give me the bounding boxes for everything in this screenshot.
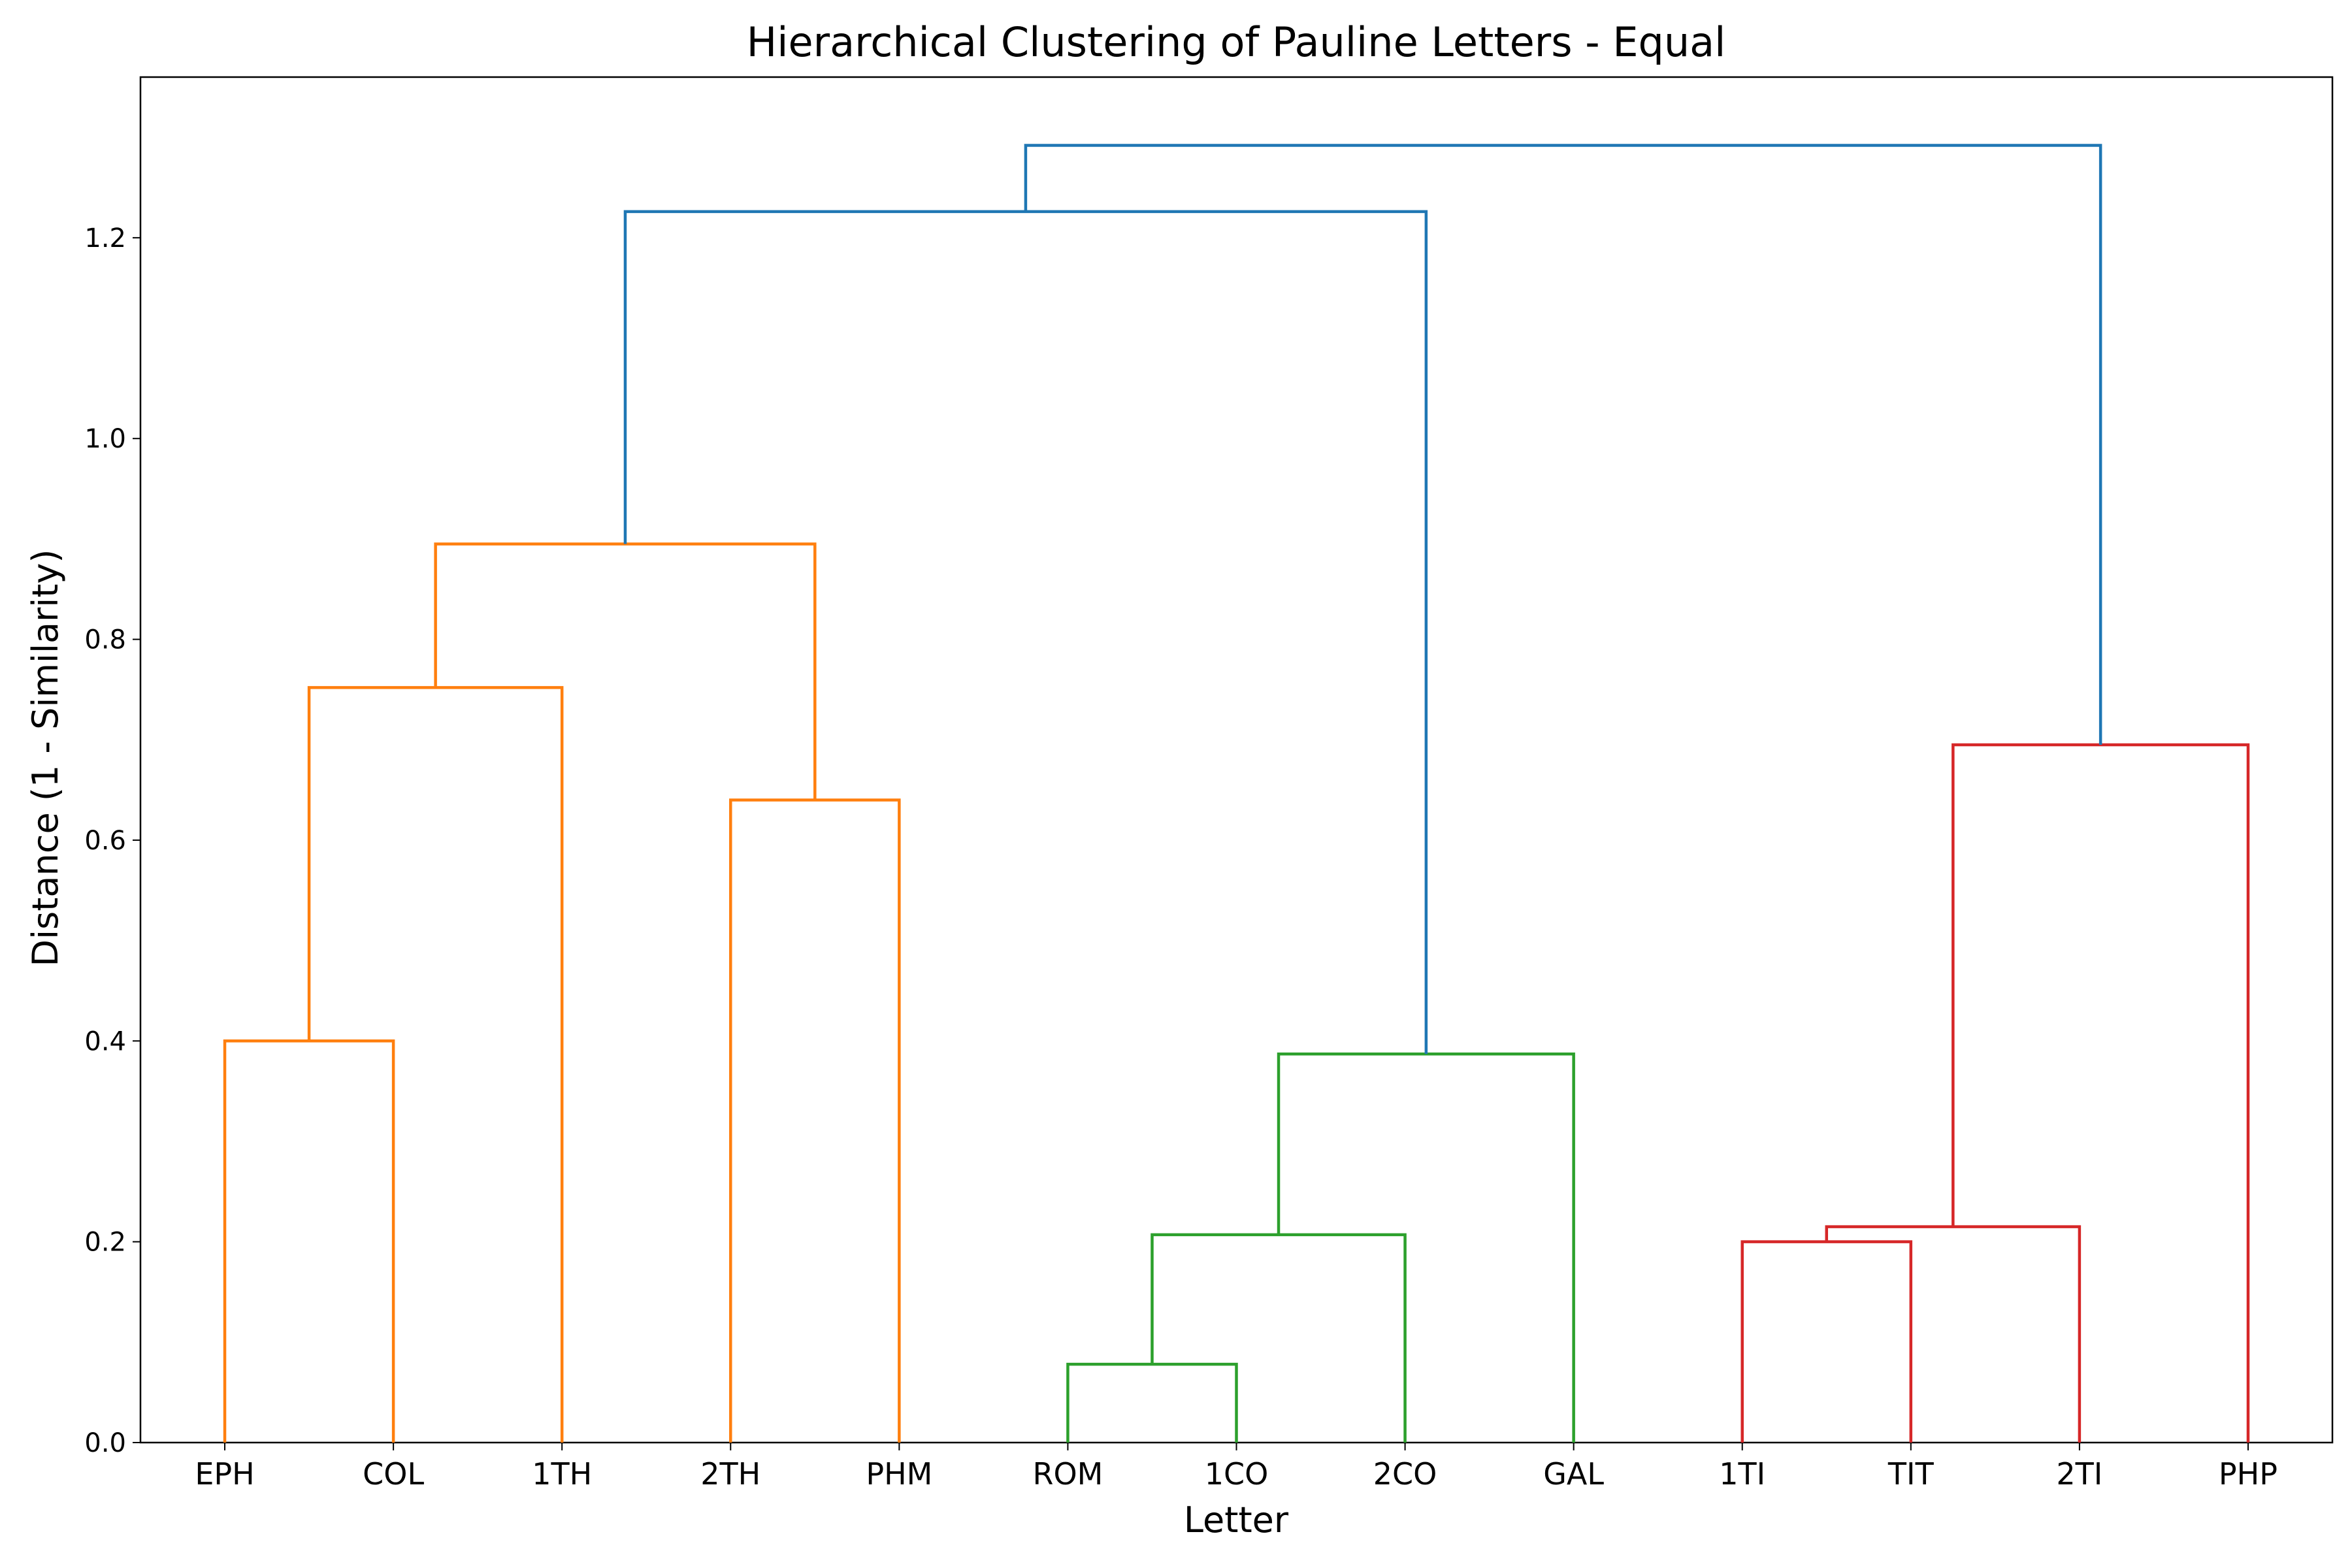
dendrogram-link-4: [434, 542, 817, 800]
y-tick-label: 0.2: [84, 1228, 126, 1258]
dendrogram-link-11: [623, 210, 1428, 1054]
y-axis: 0.0 0.2 0.4 0.6 0.8 1.0 1.2: [84, 223, 140, 1458]
leaf-label-eph: EPH: [195, 1456, 254, 1492]
dendrogram-link-2: [307, 686, 564, 1443]
y-tick-label: 1.2: [84, 223, 126, 253]
y-tick-label: 0.0: [84, 1428, 126, 1458]
chart-title: Hierarchical Clustering of Pauline Lette…: [747, 18, 1726, 66]
leaf-label-2th: 2TH: [700, 1456, 760, 1492]
leaf-label-1co: 1CO: [1205, 1456, 1269, 1492]
dendrogram-link-6: [1151, 1233, 1407, 1443]
dendrogram-link-1: [223, 1039, 395, 1443]
leaf-label-php: PHP: [2219, 1456, 2278, 1492]
leaf-label-tit: TIT: [1887, 1456, 1935, 1492]
leaf-label-1ti: 1TI: [1719, 1456, 1765, 1492]
plot-area-frame: [139, 76, 2334, 1444]
y-tick-label: 0.8: [84, 625, 126, 655]
dendrogram-links: [223, 144, 2250, 1443]
leaf-label-1th: 1TH: [532, 1456, 592, 1492]
y-tick-label: 1.0: [84, 424, 126, 454]
dendrogram-link-12: [1024, 144, 2102, 745]
leaf-label-col: COL: [363, 1456, 424, 1492]
dendrogram-link-8: [1740, 1240, 1913, 1443]
dendrogram-link-7: [1277, 1053, 1575, 1443]
y-axis-label: Distance (1 - Similarity): [25, 549, 66, 967]
x-axis-label: Letter: [1184, 1499, 1289, 1541]
dendrogram-link-10: [1952, 743, 2250, 1443]
dendrogram-link-3: [729, 798, 901, 1443]
leaf-label-rom: ROM: [1032, 1456, 1103, 1492]
dendrogram-link-5: [1066, 1362, 1238, 1443]
dendrogram-link-9: [1825, 1225, 2082, 1443]
leaf-label-2co: 2CO: [1373, 1456, 1437, 1492]
x-axis: EPH COL 1TH 2TH PHM ROM 1CO 2CO GAL 1TI TIT 2TI PHP: [195, 1443, 2278, 1492]
y-tick-label: 0.6: [84, 826, 126, 856]
leaf-label-gal: GAL: [1543, 1456, 1604, 1492]
leaf-label-2ti: 2TI: [2056, 1456, 2102, 1492]
y-tick-label: 0.4: [84, 1026, 126, 1056]
leaf-label-phm: PHM: [866, 1456, 932, 1492]
